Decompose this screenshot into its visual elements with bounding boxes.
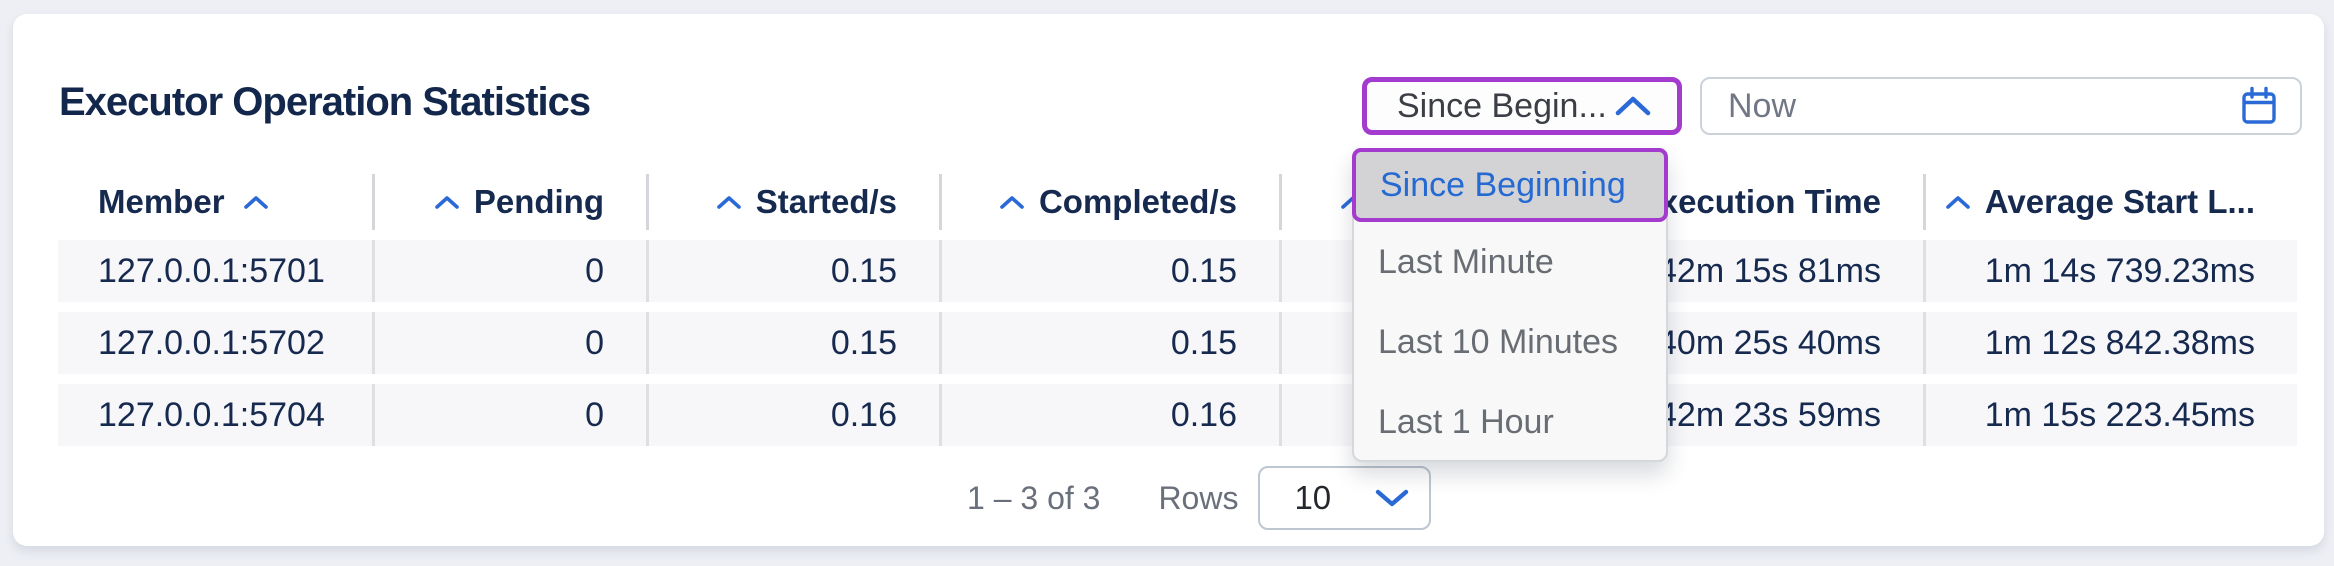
sort-ascending-icon xyxy=(434,194,460,210)
table-row[interactable]: 127.0.0.1:5701 0 0.15 0.15 42m 15s 81ms … xyxy=(58,240,2297,302)
column-label: Member xyxy=(98,183,225,220)
cell-started: 0.15 xyxy=(646,312,939,374)
pagination-range: 1 – 3 of 3 xyxy=(967,479,1101,516)
sort-ascending-icon xyxy=(243,194,269,210)
time-range-value: Since Begin... xyxy=(1397,86,1607,125)
card-title: Executor Operation Statistics xyxy=(59,80,591,124)
chevron-up-icon xyxy=(1613,94,1653,118)
cell-started: 0.16 xyxy=(646,384,939,446)
chevron-down-icon xyxy=(1373,487,1411,509)
time-range-select[interactable]: Since Begin... xyxy=(1362,77,1682,135)
rows-per-page-select[interactable]: 10 xyxy=(1258,466,1432,530)
cell-average-start-latency: 1m 12s 842.38ms xyxy=(1923,312,2297,374)
menu-option-last-minute[interactable]: Last Minute xyxy=(1378,242,1554,281)
column-header-completed[interactable]: Completed/s xyxy=(939,174,1279,230)
calendar-icon[interactable] xyxy=(2238,84,2280,128)
cell-average-start-latency: 1m 14s 739.23ms xyxy=(1923,240,2297,302)
table-header-row: Member Pending Started/s xyxy=(58,174,2297,230)
pagination-bar: 1 – 3 of 3 Rows 10 xyxy=(967,466,1432,530)
menu-option-since-beginning[interactable]: Since Beginning xyxy=(1352,148,1668,222)
cell-completed: 0.16 xyxy=(939,384,1279,446)
column-header-pending[interactable]: Pending xyxy=(372,174,646,230)
executor-statistics-card: Executor Operation Statistics Since Begi… xyxy=(13,14,2324,546)
rows-per-page-value: 10 xyxy=(1294,479,1332,516)
end-time-value: Now xyxy=(1728,86,1797,125)
cell-member: 127.0.0.1:5702 xyxy=(58,312,372,374)
cell-average-start-latency: 1m 15s 223.45ms xyxy=(1923,384,2297,446)
table-row[interactable]: 127.0.0.1:5704 0 0.16 0.16 42m 23s 59ms … xyxy=(58,384,2297,446)
cell-member: 127.0.0.1:5704 xyxy=(58,384,372,446)
cell-started: 0.15 xyxy=(646,240,939,302)
column-label: Execution Time xyxy=(1637,183,1881,220)
menu-option-last-10-minutes[interactable]: Last 10 Minutes xyxy=(1378,322,1619,361)
sort-ascending-icon xyxy=(1945,194,1971,210)
sort-ascending-icon xyxy=(716,194,742,210)
cell-completed: 0.15 xyxy=(939,312,1279,374)
column-header-member[interactable]: Member xyxy=(58,174,372,230)
cell-pending: 0 xyxy=(372,312,646,374)
time-range-dropdown-menu: Since Beginning Last Minute Last 10 Minu… xyxy=(1352,148,1668,462)
cell-pending: 0 xyxy=(372,240,646,302)
table-row[interactable]: 127.0.0.1:5702 0 0.15 0.15 40m 25s 40ms … xyxy=(58,312,2297,374)
cell-completed: 0.15 xyxy=(939,240,1279,302)
end-time-input[interactable]: Now xyxy=(1700,77,2302,135)
rows-per-page-label: Rows xyxy=(1158,479,1239,516)
column-label: Started/s xyxy=(755,183,897,220)
column-label: Completed/s xyxy=(1038,183,1237,220)
sort-ascending-icon xyxy=(999,194,1025,210)
column-label: Pending xyxy=(473,183,604,220)
column-header-average-start-latency[interactable]: Average Start L... xyxy=(1923,174,2297,230)
menu-option-last-1-hour[interactable]: Last 1 Hour xyxy=(1378,402,1554,441)
cell-member: 127.0.0.1:5701 xyxy=(58,240,372,302)
column-header-started[interactable]: Started/s xyxy=(646,174,939,230)
column-label: Average Start L... xyxy=(1984,183,2255,220)
cell-pending: 0 xyxy=(372,384,646,446)
